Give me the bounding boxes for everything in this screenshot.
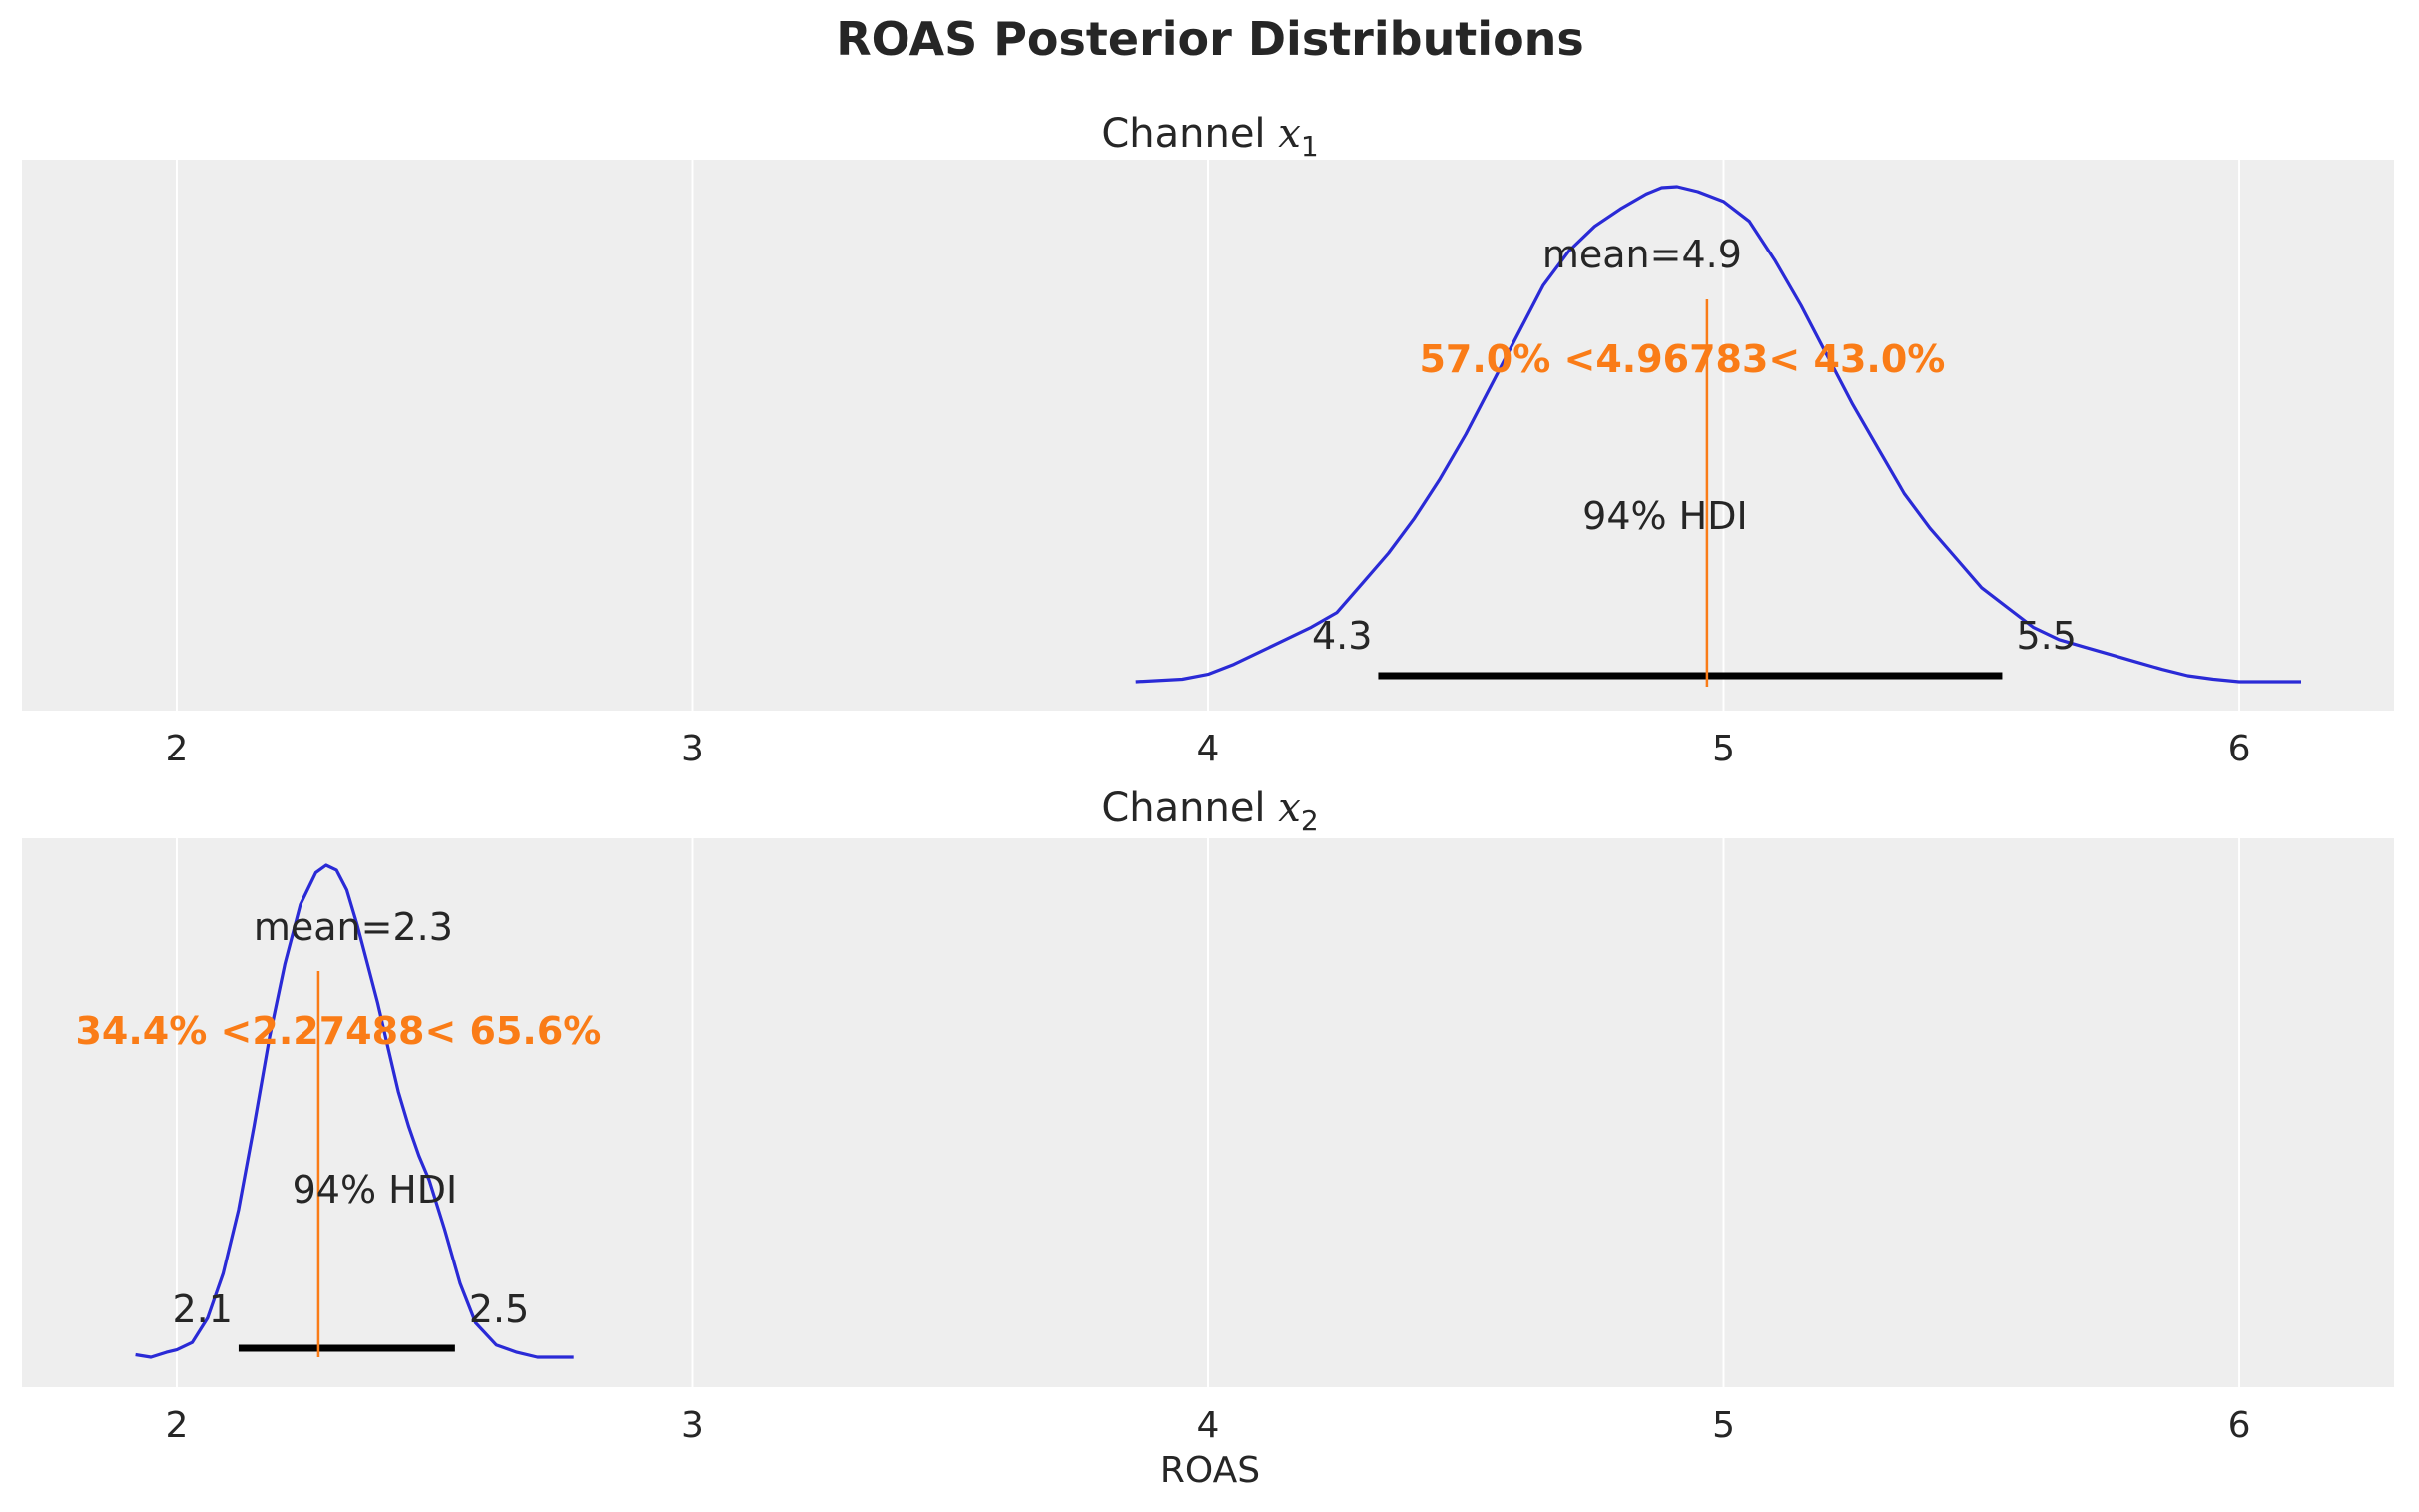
x-tick-label: 6	[2228, 729, 2251, 769]
chart-title: ROAS Posterior Distributions	[836, 12, 1584, 66]
panel-title-prefix: Channel	[1101, 111, 1278, 157]
x-tick-label: 5	[1712, 729, 1735, 769]
mean-label: mean=4.9	[1542, 233, 1742, 276]
hdi-lower-label: 4.3	[1312, 614, 1372, 658]
mean-label: mean=2.3	[254, 905, 453, 949]
panel-1: Channel x1 mean=4.9 57.0% <4.96783< 43.0% 9…	[22, 111, 2394, 769]
reference-label: 57.0% <4.96783< 43.0%	[1419, 337, 1945, 381]
panel-title-var: x	[1278, 785, 1301, 831]
density-curve	[135, 863, 574, 1359]
panel-title-var: x	[1278, 111, 1301, 157]
x-tick-label: 3	[681, 729, 704, 769]
hdi-label: 94% HDI	[1582, 494, 1748, 538]
panel-title: Channel x2	[1101, 785, 1318, 837]
panel-title-subscript: 1	[1301, 130, 1319, 163]
x-tick-label: 4	[1197, 729, 1220, 769]
x-tick-label: 5	[1712, 1405, 1735, 1446]
hdi-lower-label: 2.1	[173, 1287, 233, 1331]
x-tick-label: 3	[681, 1405, 704, 1446]
panel-title-subscript: 2	[1301, 804, 1319, 837]
x-tick-label: 2	[166, 1405, 189, 1446]
hdi-upper-label: 2.5	[469, 1287, 529, 1331]
x-tick-label: 2	[166, 729, 189, 769]
density-curve	[1135, 185, 2301, 684]
x-tick-label: 4	[1197, 1405, 1220, 1446]
panel-title-prefix: Channel	[1101, 785, 1278, 831]
reference-label: 34.4% <2.27488< 65.6%	[75, 1009, 601, 1053]
x-axis-label: ROAS	[1160, 1450, 1260, 1491]
hdi-upper-label: 5.5	[2016, 614, 2076, 658]
panel-title: Channel x1	[1101, 111, 1318, 163]
x-tick-label: 6	[2228, 1405, 2251, 1446]
hdi-label: 94% HDI	[293, 1168, 458, 1212]
